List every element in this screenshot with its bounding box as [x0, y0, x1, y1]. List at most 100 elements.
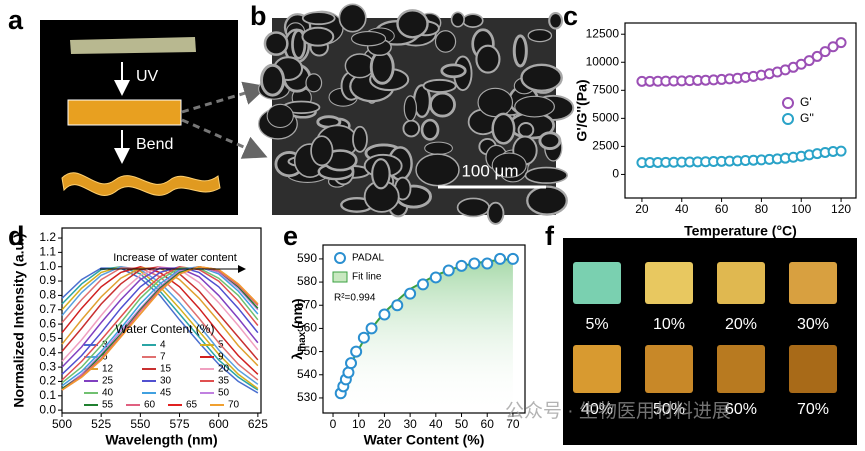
pore — [402, 119, 421, 138]
pore — [538, 131, 562, 150]
legend-title: Water Content (%) — [116, 322, 215, 336]
sem-image — [258, 3, 575, 225]
legend-label: 60 — [144, 400, 156, 411]
x-tick-label: 30 — [403, 417, 417, 431]
pore — [527, 28, 553, 43]
point — [357, 331, 370, 344]
pore — [429, 91, 456, 118]
legend-label: PADAL — [352, 253, 384, 264]
y-tick-label: 0.2 — [39, 374, 56, 388]
point — [506, 252, 519, 265]
y-tick-label: 0.9 — [39, 273, 56, 287]
annotation: R²=0.994 — [334, 293, 376, 304]
y-tick-label: 0.1 — [39, 388, 56, 402]
x-tick-label: 100 — [791, 202, 811, 216]
pore — [260, 63, 286, 97]
legend-label: 20 — [218, 364, 230, 375]
legend-label: 55 — [102, 400, 114, 411]
x-tick-label: 40 — [675, 202, 689, 216]
x-tick-label: 60 — [715, 202, 729, 216]
x-tick-label: 20 — [378, 417, 392, 431]
point — [835, 37, 847, 49]
legend-marker — [782, 97, 794, 109]
pore — [486, 201, 505, 225]
panel-label: c — [563, 1, 578, 31]
pore — [477, 87, 514, 118]
pore — [526, 185, 568, 216]
y-tick-label: 2500 — [592, 139, 619, 153]
x-tick-label: 40 — [429, 417, 443, 431]
y-tick-label: 7500 — [592, 82, 619, 96]
legend-swatch — [332, 271, 348, 283]
sample — [573, 345, 621, 393]
sample — [645, 345, 693, 393]
x-tick-label: 80 — [755, 202, 769, 216]
pore — [352, 125, 368, 153]
spectrum-line — [61, 265, 259, 362]
y-axis-label: G'/G''(Pa) — [574, 79, 590, 141]
spectrum-line — [61, 265, 259, 391]
pore — [524, 166, 569, 184]
point — [819, 46, 831, 58]
pore — [450, 11, 465, 28]
y-tick-label: 0.3 — [39, 359, 56, 373]
pore — [344, 53, 375, 79]
pore — [517, 122, 535, 138]
pore — [266, 103, 294, 129]
sample-label: 60% — [725, 401, 757, 418]
x-axis-label: Temperature (°C) — [684, 223, 797, 239]
sample-label: 5% — [585, 316, 608, 333]
sample — [789, 262, 837, 304]
point — [468, 257, 481, 270]
pore — [301, 26, 335, 47]
legend-label: 30 — [160, 376, 172, 387]
legend-label: 70 — [228, 400, 240, 411]
legend-label: 12 — [102, 364, 114, 375]
legend-label: G' — [800, 95, 812, 109]
point — [481, 257, 494, 270]
watermark: 公众号 · 生物医用材料进展 — [505, 400, 731, 422]
x-tick-label: 50 — [455, 417, 469, 431]
sample — [717, 262, 765, 304]
y-tick-label: 10000 — [586, 54, 620, 68]
x-tick-label: 600 — [209, 417, 229, 431]
y-tick-label: 1.1 — [39, 245, 56, 259]
legend-label: 9 — [218, 352, 224, 363]
pore — [415, 153, 460, 187]
sample — [645, 262, 693, 304]
x-tick-label: 500 — [52, 417, 72, 431]
x-tick-label: 20 — [635, 202, 649, 216]
legend-label: 35 — [218, 376, 230, 387]
y-tick-label: 550 — [297, 344, 317, 358]
point — [416, 278, 429, 291]
legend-label: 25 — [102, 376, 114, 387]
sample-label: 20% — [725, 316, 757, 333]
pore — [310, 135, 334, 167]
sample — [717, 345, 765, 393]
y-tick-label: 0.5 — [39, 331, 56, 345]
legend-label: Fit line — [352, 272, 382, 283]
spectrum-line — [61, 265, 259, 387]
pore — [440, 63, 467, 79]
y-tick-label: 0.4 — [39, 345, 56, 359]
panel-label: d — [8, 221, 25, 251]
y-tick-label: 0.7 — [39, 302, 56, 316]
legend-label: 4 — [160, 340, 166, 351]
point — [345, 357, 358, 370]
point — [404, 287, 417, 300]
annotation: Increase of water content — [113, 252, 237, 264]
y-tick-label: 1.2 — [39, 230, 56, 244]
y-tick-label: 0.8 — [39, 288, 56, 302]
dashed-arrow — [181, 81, 268, 114]
legend-label: 15 — [160, 364, 172, 375]
x-tick-label: 0 — [330, 417, 337, 431]
pore — [520, 63, 563, 93]
pore — [371, 158, 391, 190]
y-tick-label: 0.6 — [39, 316, 56, 330]
x-tick-label: 525 — [91, 417, 111, 431]
pore — [301, 11, 336, 26]
point — [350, 345, 363, 358]
pore — [434, 30, 457, 53]
spectrum-line — [61, 267, 259, 384]
